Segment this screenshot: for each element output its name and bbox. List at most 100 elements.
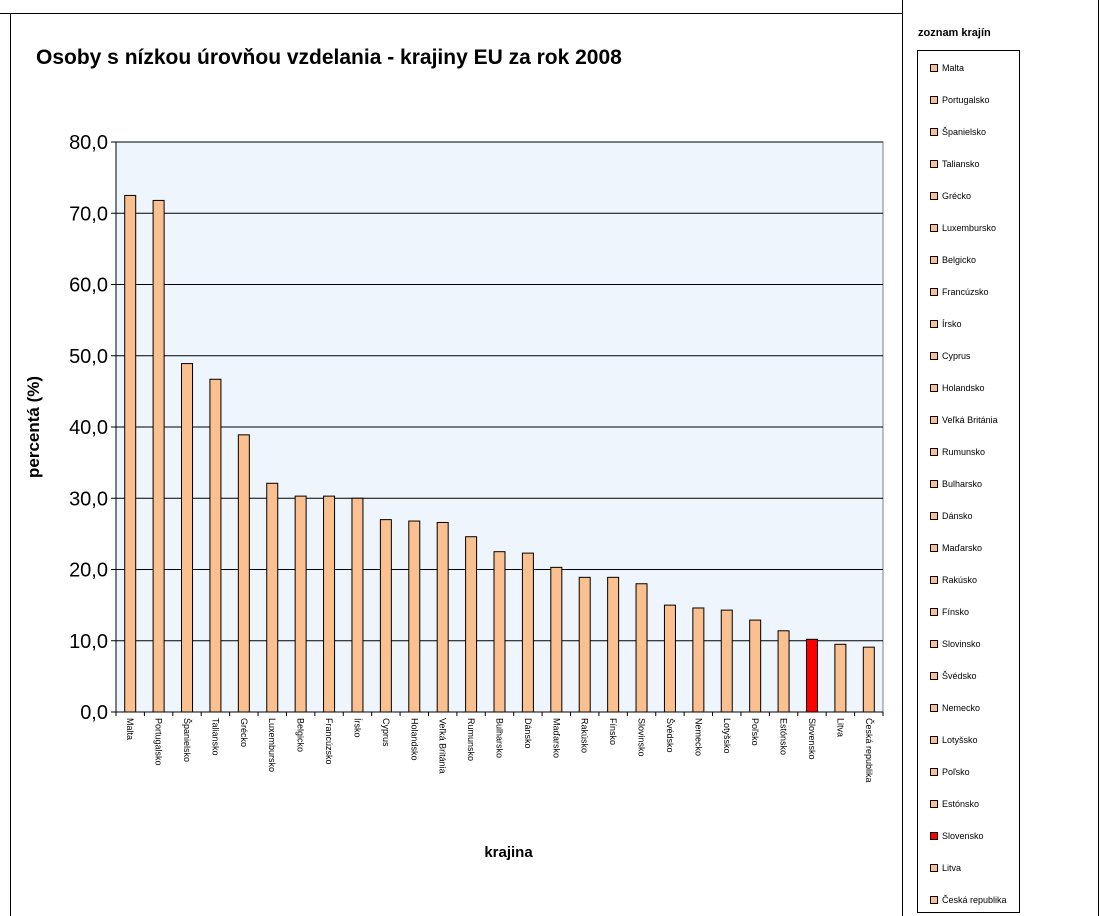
x-tick-label: Slovensko bbox=[807, 718, 817, 760]
y-tick-label: 80,0 bbox=[69, 132, 108, 154]
legend-item: Belgicko bbox=[930, 253, 976, 267]
legend-item: Slovensko bbox=[930, 829, 984, 843]
legend-item: Cyprus bbox=[930, 349, 971, 363]
legend-label: Cyprus bbox=[942, 351, 971, 361]
bar-chart: 0,0 10,0 20,0 30,0 40,0 50,0 60,0 70,0 80,0 Malta… bbox=[24, 132, 884, 861]
legend-label: Taliansko bbox=[942, 159, 980, 169]
legend-label: Malta bbox=[942, 63, 965, 73]
legend-item: Írsko bbox=[930, 317, 962, 331]
bar-10 bbox=[379, 519, 392, 713]
x-tick-label: Lotyšsko bbox=[722, 718, 732, 754]
legend-item: Rumunsko bbox=[930, 445, 985, 459]
legend-label: Slovensko bbox=[942, 831, 984, 841]
legend-label: Francúzsko bbox=[942, 287, 989, 297]
bar-23 bbox=[749, 619, 762, 713]
legend-swatch bbox=[930, 640, 938, 648]
legend-swatch bbox=[930, 864, 938, 872]
legend-swatch bbox=[930, 384, 938, 392]
legend-label: Írsko bbox=[942, 319, 962, 329]
legend-label: Bulharsko bbox=[942, 479, 983, 489]
legend-swatch bbox=[930, 832, 938, 840]
legend-item: Luxembursko bbox=[930, 221, 996, 235]
legend-swatch bbox=[930, 448, 938, 456]
legend-label: Holandsko bbox=[942, 383, 985, 393]
legend-label: Belgicko bbox=[942, 255, 977, 265]
legend-swatch bbox=[930, 608, 938, 616]
legend-label: Rakúsko bbox=[942, 575, 978, 585]
legend-swatch bbox=[930, 64, 938, 72]
bar-7 bbox=[294, 495, 307, 713]
bar-20 bbox=[663, 604, 676, 713]
x-tick-label: Nemecko bbox=[693, 718, 703, 756]
legend-item: Nemecko bbox=[930, 701, 980, 715]
legend-swatch bbox=[930, 96, 938, 104]
bar-24 bbox=[777, 630, 790, 713]
legend-item: Malta bbox=[930, 61, 964, 75]
x-tick-label: Luxembursko bbox=[267, 718, 277, 772]
legend-label: Grécko bbox=[942, 191, 972, 201]
legend-label: Rumunsko bbox=[942, 447, 986, 457]
legend-item: Poľsko bbox=[930, 765, 970, 779]
x-tick-label: Cyprus bbox=[381, 718, 391, 747]
bar-18 bbox=[607, 576, 620, 713]
y-tick-label: 70,0 bbox=[69, 203, 108, 225]
legend-label: Luxembursko bbox=[942, 223, 997, 233]
frame-right-border bbox=[902, 0, 903, 916]
legend-swatch bbox=[930, 192, 938, 200]
x-tick-label: Fínsko bbox=[608, 718, 618, 745]
legend-swatch bbox=[930, 544, 938, 552]
legend-swatch bbox=[930, 512, 938, 520]
bar-4 bbox=[209, 378, 222, 713]
x-tick-label: Belgicko bbox=[296, 718, 306, 752]
x-tick-label: Malta bbox=[125, 718, 135, 740]
bar-13 bbox=[465, 536, 478, 713]
legend-item: Rakúsko bbox=[930, 573, 977, 587]
bar-9 bbox=[351, 497, 364, 713]
x-tick-label: Dánsko bbox=[523, 718, 533, 749]
x-tick-label: Grécko bbox=[239, 718, 249, 747]
legend-label: Slovinsko bbox=[942, 639, 981, 649]
legend-item: Estónsko bbox=[930, 797, 979, 811]
legend-item: Švédsko bbox=[930, 669, 977, 683]
y-tick-label: 40,0 bbox=[69, 417, 108, 439]
legend-label: Poľsko bbox=[942, 767, 970, 777]
bar-26 bbox=[834, 643, 847, 713]
legend-swatch bbox=[930, 672, 938, 680]
legend-item: Maďarsko bbox=[930, 541, 982, 555]
legend-swatch bbox=[930, 128, 938, 136]
legend-label: Dánsko bbox=[942, 511, 973, 521]
legend-item: Francúzsko bbox=[930, 285, 989, 299]
legend-item: Fínsko bbox=[930, 605, 969, 619]
bar-3 bbox=[181, 363, 194, 713]
y-tick-label: 0,0 bbox=[80, 702, 108, 724]
legend-item: Bulharsko bbox=[930, 477, 982, 491]
legend-label: Estónsko bbox=[942, 799, 980, 809]
bar-21 bbox=[692, 607, 705, 713]
frame-top-border bbox=[0, 13, 902, 14]
legend-item: Taliansko bbox=[930, 157, 980, 171]
legend: Malta Portugalsko Španielsko Taliansko Gréck… bbox=[917, 50, 1020, 913]
legend-item: Španielsko bbox=[930, 125, 986, 139]
legend-swatch bbox=[930, 736, 938, 744]
x-tick-label: Maďarsko bbox=[551, 718, 561, 758]
legend-swatch bbox=[930, 288, 938, 296]
legend-label: Fínsko bbox=[942, 607, 970, 617]
legend-label: Nemecko bbox=[942, 703, 981, 713]
bar-15 bbox=[521, 552, 534, 713]
bar-27 bbox=[862, 646, 875, 713]
x-tick-label: Estónsko bbox=[779, 718, 789, 755]
x-tick-label: Rumunsko bbox=[466, 718, 476, 761]
bar-12 bbox=[436, 521, 449, 713]
x-tick-label: Portugalsko bbox=[154, 718, 164, 766]
legend-label: Švédsko bbox=[942, 671, 977, 681]
legend-item: Slovinsko bbox=[930, 637, 981, 651]
legend-label: Česká republika bbox=[942, 895, 1007, 905]
frame-left-border bbox=[10, 13, 11, 916]
x-tick-label: Veľká Británia bbox=[438, 718, 448, 774]
x-axis-label: krajina bbox=[484, 844, 533, 861]
legend-title: zoznam krajín bbox=[918, 27, 991, 39]
bar-1 bbox=[124, 194, 137, 713]
legend-item: Dánsko bbox=[930, 509, 973, 523]
legend-label: Litva bbox=[942, 863, 962, 873]
